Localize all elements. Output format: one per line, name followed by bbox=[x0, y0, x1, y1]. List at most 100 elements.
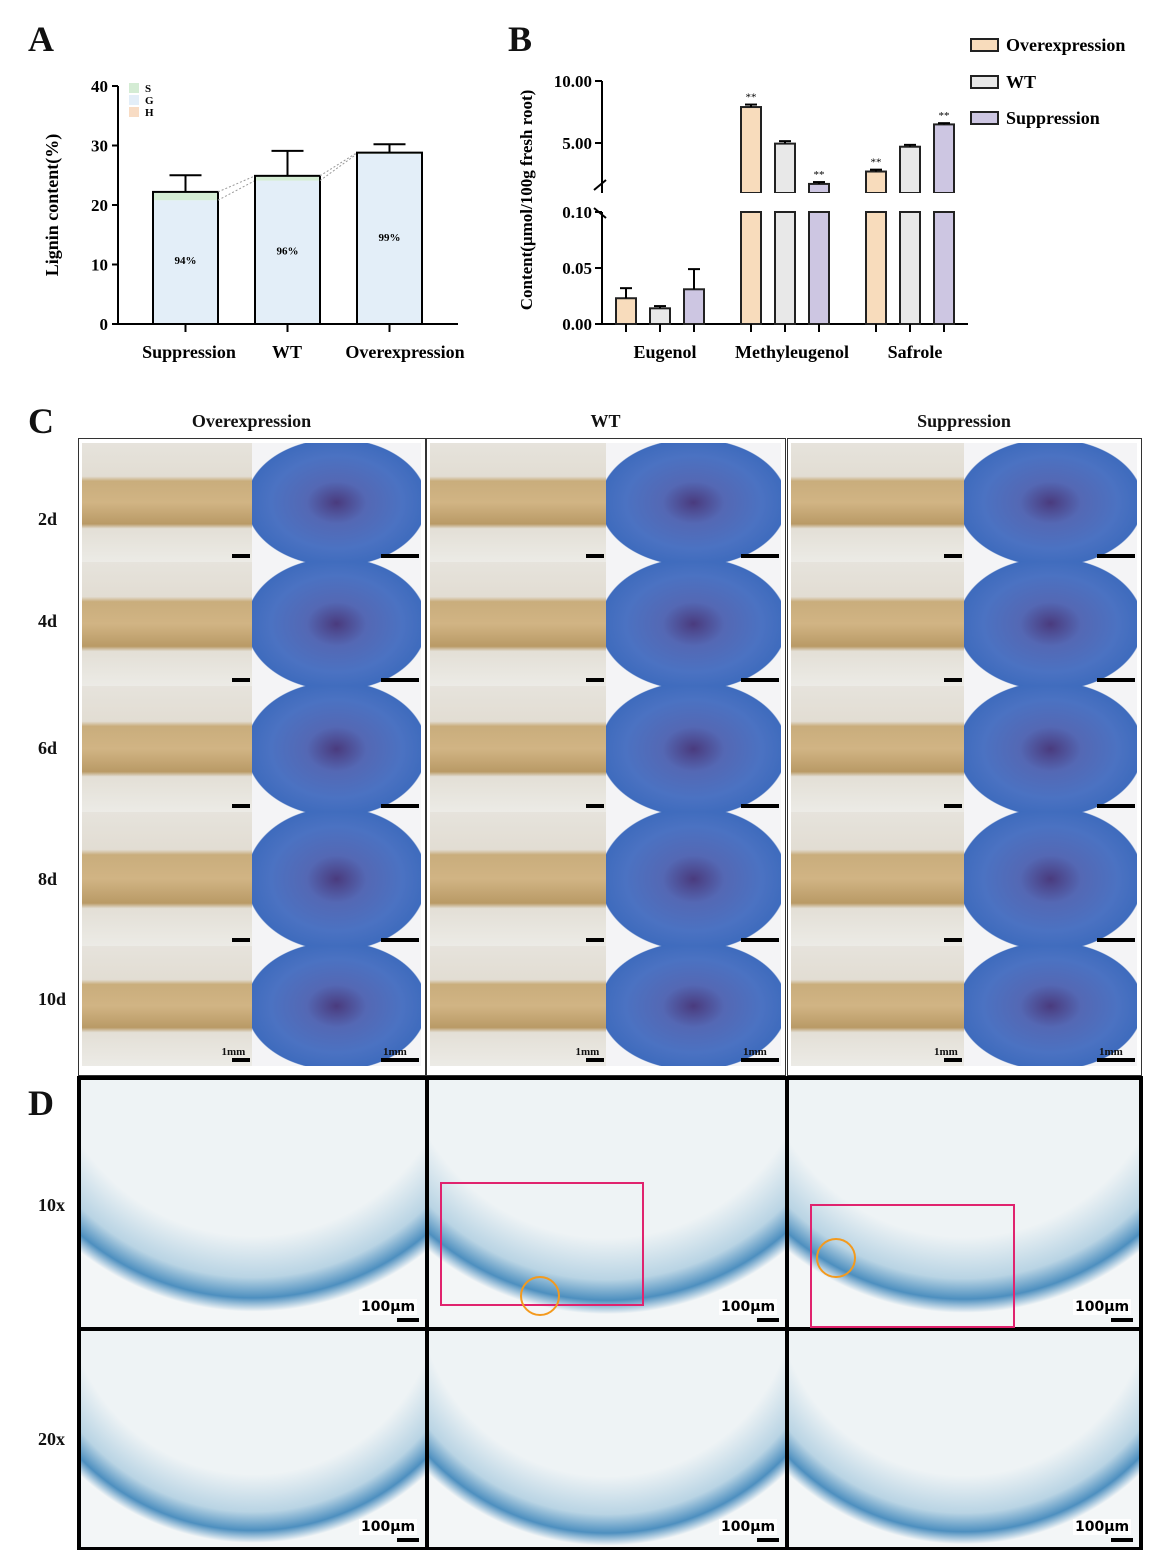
scale-label: 1mm bbox=[1099, 1046, 1123, 1058]
bar-g-segment bbox=[357, 153, 422, 324]
row-label: 10d bbox=[38, 989, 67, 1009]
connector-line bbox=[217, 180, 256, 201]
row-label: 10x bbox=[38, 1195, 65, 1215]
panel-label-d: D bbox=[28, 1083, 54, 1123]
content-chart: 0.00 0.05 0.10 5.00 10.00 Content(μmol/100g f… bbox=[517, 35, 1125, 362]
scale-label: 100μm bbox=[719, 1299, 778, 1315]
scale-bar bbox=[585, 804, 604, 808]
scale-bar bbox=[381, 1058, 419, 1062]
scale-bar bbox=[944, 1058, 962, 1062]
root-photo bbox=[791, 686, 964, 812]
bar-g-segment bbox=[255, 180, 320, 324]
micrograph bbox=[789, 1331, 1139, 1547]
scale-label: 1mm bbox=[743, 1046, 767, 1058]
stained-root-photo bbox=[251, 562, 421, 686]
x-tick-label: Overexpression bbox=[345, 342, 464, 362]
scale-label: 100μm bbox=[719, 1519, 778, 1535]
scale-bar bbox=[944, 804, 962, 808]
scale-bar bbox=[1097, 804, 1135, 808]
stained-root-photo bbox=[964, 946, 1137, 1066]
scale-label: 1mm bbox=[221, 1046, 246, 1058]
bar-s-segment bbox=[255, 175, 320, 181]
panel-label-c: C bbox=[28, 401, 54, 441]
significance-marker: ** bbox=[814, 169, 825, 181]
row-label: 4d bbox=[38, 611, 58, 631]
legend-swatch bbox=[970, 38, 999, 52]
bar-upper-part bbox=[774, 142, 796, 194]
scale-bar bbox=[944, 678, 962, 682]
y-axis-label: Content(μmol/100g fresh root) bbox=[517, 90, 536, 311]
significance-marker: ** bbox=[939, 110, 950, 122]
x-tick-label: Suppression bbox=[142, 342, 236, 362]
connector-line bbox=[319, 153, 358, 182]
row-label: 6d bbox=[38, 738, 58, 758]
x-tick-label: WT bbox=[272, 342, 302, 362]
micrograph bbox=[429, 1080, 785, 1327]
row-label: 20x bbox=[38, 1429, 65, 1449]
row-label: 8d bbox=[38, 869, 58, 889]
scale-bar bbox=[381, 678, 419, 682]
lignin-chart: 0 10 20 30 40 Lignin content(%) 94% Suppression… bbox=[42, 77, 465, 362]
scale-bar bbox=[381, 554, 419, 558]
axis-break-gap bbox=[739, 193, 763, 211]
x-tick-label: Eugenol bbox=[633, 342, 696, 362]
bar-lower-part bbox=[808, 211, 830, 325]
scale-bar bbox=[585, 554, 604, 558]
axis-break-gap bbox=[898, 193, 922, 211]
y-tick-label: 10 bbox=[91, 256, 108, 275]
y-tick-label: 5.00 bbox=[562, 134, 592, 153]
micrograph bbox=[789, 1080, 1139, 1327]
bar-upper-part bbox=[865, 170, 887, 195]
root-photo bbox=[791, 946, 964, 1066]
root-photo bbox=[430, 812, 606, 946]
root-photo bbox=[430, 686, 606, 812]
root-photo bbox=[82, 562, 252, 686]
scale-bar bbox=[1097, 554, 1135, 558]
scale-bar bbox=[741, 554, 779, 558]
y-tick-label: 0.00 bbox=[562, 315, 592, 334]
highlight-circle bbox=[816, 1238, 856, 1278]
column-label: Overexpression bbox=[191, 411, 312, 431]
legend-label: Suppression bbox=[1006, 108, 1100, 128]
legend-label: Overexpression bbox=[1006, 35, 1125, 55]
bar-lower-part bbox=[774, 211, 796, 325]
root-photo bbox=[82, 686, 252, 812]
scale-bar bbox=[1097, 1058, 1135, 1062]
bar bbox=[615, 297, 637, 325]
scale-bar bbox=[944, 554, 962, 558]
legend-label: H bbox=[145, 107, 154, 119]
column-label: WT bbox=[590, 411, 621, 431]
scale-label: 1mm bbox=[383, 1046, 407, 1058]
y-tick-label: 40 bbox=[91, 77, 108, 96]
scale-bar bbox=[231, 804, 250, 808]
root-photo bbox=[791, 812, 964, 946]
scale-label: 100μm bbox=[359, 1519, 418, 1535]
y-tick-label: 0.10 bbox=[562, 203, 592, 222]
bar-lower-part bbox=[740, 211, 762, 325]
y-tick-label: 30 bbox=[91, 137, 108, 156]
scale-bar bbox=[585, 938, 604, 942]
scale-bar bbox=[757, 1318, 779, 1322]
stained-root-photo bbox=[605, 443, 781, 562]
scale-label: 1mm bbox=[575, 1046, 600, 1058]
stained-root-photo bbox=[251, 443, 421, 562]
y-tick-label: 0 bbox=[100, 315, 109, 334]
connector-line bbox=[319, 152, 358, 177]
bar-upper-part bbox=[808, 182, 830, 194]
root-photo bbox=[430, 562, 606, 686]
data-label: 96% bbox=[277, 245, 299, 257]
axis-break-gap bbox=[807, 193, 831, 211]
scale-bar bbox=[381, 804, 419, 808]
bar-upper-part bbox=[899, 145, 921, 194]
scale-bar bbox=[397, 1318, 419, 1322]
scale-bar bbox=[231, 678, 250, 682]
root-photo bbox=[82, 443, 252, 562]
scale-bar bbox=[585, 678, 604, 682]
bar-lower-part bbox=[933, 211, 955, 325]
bar-upper-part bbox=[740, 106, 762, 194]
highlight-box bbox=[810, 1204, 1015, 1328]
root-photo bbox=[791, 443, 964, 562]
root-photo bbox=[791, 562, 964, 686]
legend-label: S bbox=[145, 83, 151, 95]
axis-break-gap bbox=[773, 193, 797, 211]
